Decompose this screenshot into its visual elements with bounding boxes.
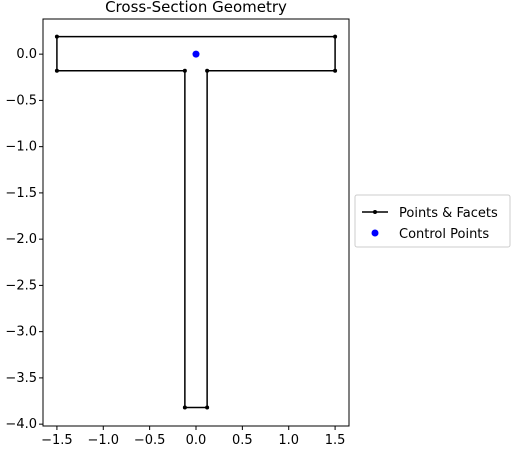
control-point (192, 50, 200, 58)
chart-title: Cross-Section Geometry (105, 0, 287, 16)
y-tick-label: −1.5 (5, 186, 37, 201)
legend-line-marker (373, 210, 377, 214)
y-tick-label: −2.0 (5, 232, 37, 247)
x-tick-label: 1.5 (325, 433, 346, 448)
x-axis-ticks: −1.5 −1.0 −0.5 0.0 0.5 1.0 1.5 (41, 426, 345, 448)
y-tick-label: 0.0 (16, 47, 37, 62)
legend-label-points-facets: Points & Facets (399, 206, 498, 221)
facet-point (182, 405, 187, 410)
legend-label-control-points: Control Points (399, 227, 489, 242)
facet-point (333, 68, 338, 73)
y-tick-label: −1.0 (5, 140, 37, 155)
facet-outline (56, 35, 336, 409)
legend-box (354, 194, 511, 248)
x-tick-label: 0.0 (186, 433, 207, 448)
y-tick-label: −3.5 (5, 371, 37, 386)
y-tick-label: −4.0 (5, 417, 37, 432)
facet-point (333, 34, 338, 39)
facet-point (54, 68, 59, 73)
x-tick-label: −0.5 (134, 433, 166, 448)
y-tick-label: −3.0 (5, 325, 37, 340)
facet-point (182, 68, 187, 73)
x-tick-label: −1.5 (41, 433, 73, 448)
y-tick-label: −2.5 (5, 278, 37, 293)
x-tick-label: 1.0 (278, 433, 299, 448)
plot-frame (42, 18, 350, 427)
y-axis-ticks: 0.0 −0.5 −1.0 −1.5 −2.0 −2.5 −3.0 −3.5 −4.0 (5, 47, 43, 432)
x-tick-label: 0.5 (232, 433, 253, 448)
legend: Points & Facets Control Points (354, 194, 511, 248)
legend-control-marker (371, 229, 379, 237)
facet-point (205, 68, 210, 73)
series-layer (54, 34, 338, 410)
x-tick-label: −1.0 (87, 433, 119, 448)
facet-point (205, 405, 210, 410)
y-tick-label: −0.5 (5, 93, 37, 108)
facet-point (54, 34, 59, 39)
